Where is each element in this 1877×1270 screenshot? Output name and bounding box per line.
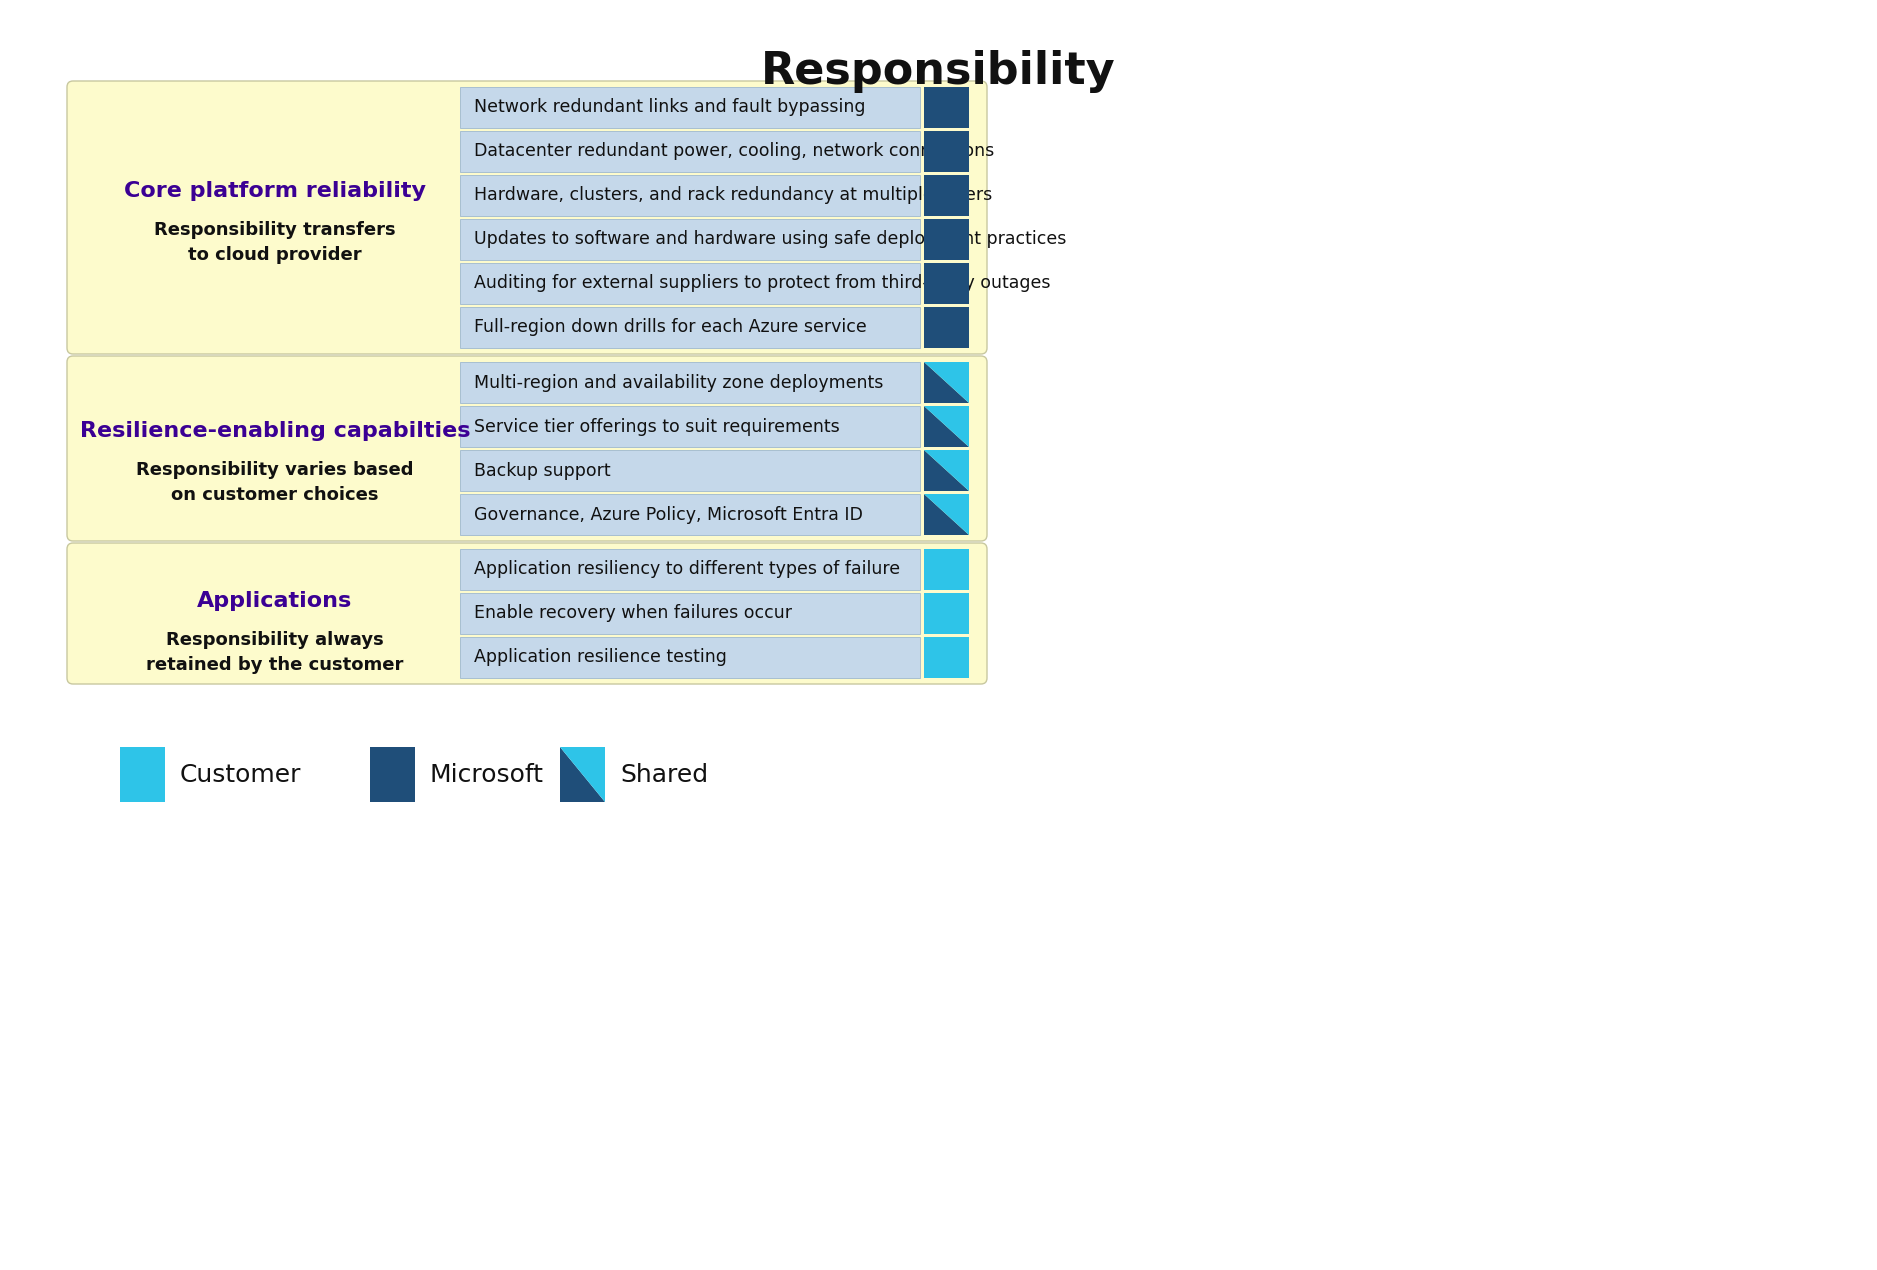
Text: Network redundant links and fault bypassing: Network redundant links and fault bypass…: [475, 99, 865, 117]
Bar: [460, 88, 920, 128]
Bar: [923, 638, 969, 678]
Bar: [460, 638, 920, 678]
Text: Application resiliency to different types of failure: Application resiliency to different type…: [475, 560, 901, 579]
Polygon shape: [923, 362, 969, 403]
Bar: [923, 218, 969, 260]
Bar: [460, 593, 920, 634]
Bar: [923, 307, 969, 348]
Bar: [460, 175, 920, 216]
Bar: [460, 362, 920, 403]
Text: Datacenter redundant power, cooling, network connections: Datacenter redundant power, cooling, net…: [475, 142, 995, 160]
Bar: [923, 131, 969, 171]
Text: Full-region down drills for each Azure service: Full-region down drills for each Azure s…: [475, 319, 867, 337]
Bar: [923, 175, 969, 216]
Bar: [460, 494, 920, 535]
Text: Application resilience testing: Application resilience testing: [475, 649, 726, 667]
Text: Hardware, clusters, and rack redundancy at multiple layers: Hardware, clusters, and rack redundancy …: [475, 187, 993, 204]
Text: Customer: Customer: [180, 762, 302, 786]
Bar: [370, 747, 415, 801]
Text: Service tier offerings to suit requirements: Service tier offerings to suit requireme…: [475, 418, 839, 436]
Bar: [460, 218, 920, 260]
Bar: [460, 263, 920, 304]
FancyBboxPatch shape: [68, 81, 987, 354]
Polygon shape: [923, 406, 969, 447]
Text: Core platform reliability: Core platform reliability: [124, 182, 426, 202]
Bar: [923, 549, 969, 591]
Text: Governance, Azure Policy, Microsoft Entra ID: Governance, Azure Policy, Microsoft Entr…: [475, 505, 863, 523]
Bar: [120, 747, 165, 801]
Text: Shared: Shared: [619, 762, 708, 786]
Bar: [923, 263, 969, 304]
Polygon shape: [923, 406, 969, 447]
Text: Resilience-enabling capabilties: Resilience-enabling capabilties: [79, 422, 471, 441]
FancyBboxPatch shape: [68, 356, 987, 541]
Polygon shape: [923, 494, 969, 535]
Text: Applications: Applications: [197, 591, 353, 611]
Text: Microsoft: Microsoft: [430, 762, 544, 786]
Polygon shape: [559, 747, 604, 801]
Text: Responsibility always
retained by the customer: Responsibility always retained by the cu…: [146, 631, 404, 673]
Bar: [460, 549, 920, 591]
Text: Multi-region and availability zone deployments: Multi-region and availability zone deplo…: [475, 373, 884, 391]
Polygon shape: [923, 494, 969, 535]
Bar: [460, 307, 920, 348]
Text: Responsibility: Responsibility: [762, 50, 1115, 93]
Polygon shape: [923, 450, 969, 491]
Text: Updates to software and hardware using safe deployment practices: Updates to software and hardware using s…: [475, 230, 1066, 249]
Polygon shape: [559, 747, 604, 801]
Bar: [460, 131, 920, 171]
Text: Responsibility varies based
on customer choices: Responsibility varies based on customer …: [137, 461, 413, 504]
Text: Responsibility transfers
to cloud provider: Responsibility transfers to cloud provid…: [154, 221, 396, 264]
Bar: [923, 88, 969, 128]
FancyBboxPatch shape: [68, 544, 987, 685]
Bar: [460, 406, 920, 447]
Text: Backup support: Backup support: [475, 461, 610, 480]
Polygon shape: [923, 362, 969, 403]
Text: Enable recovery when failures occur: Enable recovery when failures occur: [475, 605, 792, 622]
Text: Auditing for external suppliers to protect from third-party outages: Auditing for external suppliers to prote…: [475, 274, 1051, 292]
Polygon shape: [923, 450, 969, 491]
Bar: [460, 450, 920, 491]
Bar: [923, 593, 969, 634]
